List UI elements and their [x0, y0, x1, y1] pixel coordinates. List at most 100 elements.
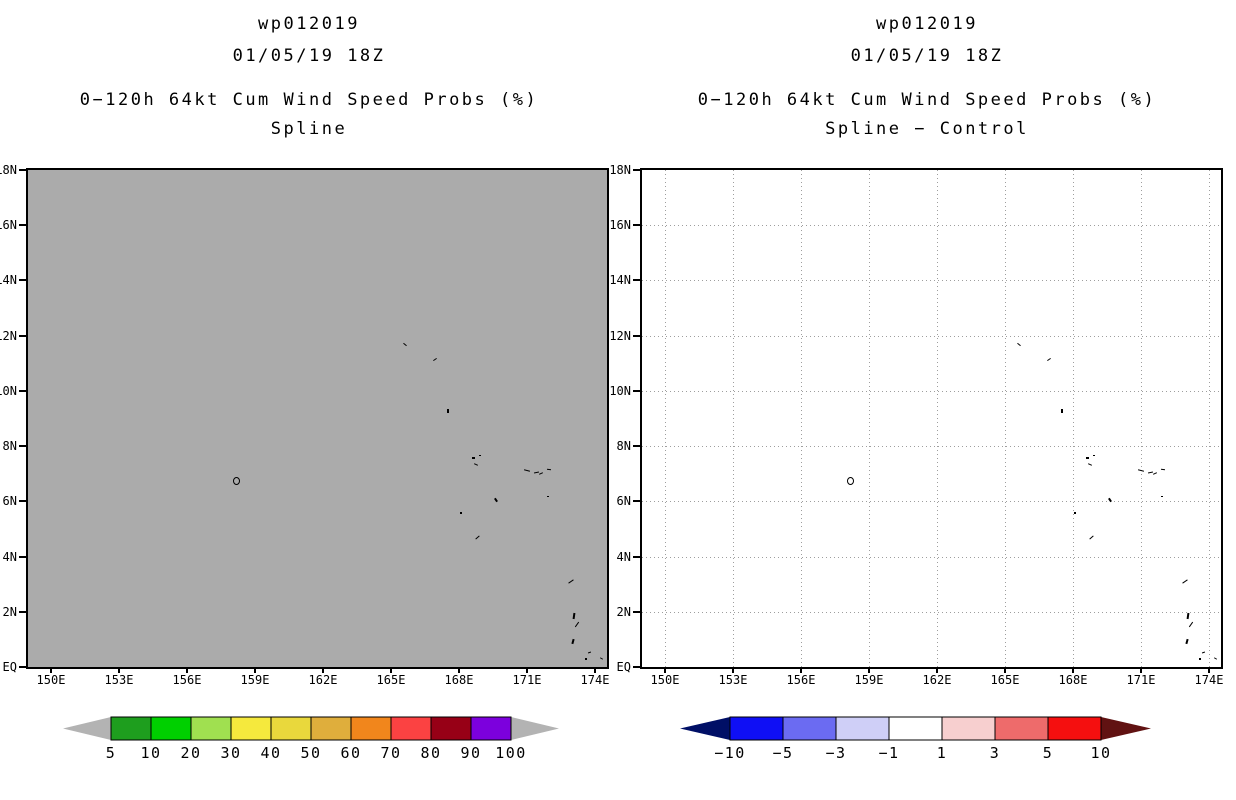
lon-tick-label: 153E [718, 673, 748, 687]
lon-tick [458, 669, 460, 673]
lat-tick-label: 2N [616, 604, 631, 619]
colorbar-tick-label: 40 [260, 744, 281, 762]
lat-tick-label: 4N [2, 549, 17, 564]
colorbar-svg: 5 10 20 30 40 50 60 70 80 90 100 [63, 716, 559, 762]
lat-tick [19, 666, 26, 668]
island-outline [447, 409, 450, 414]
lat-tick-label: 16N [609, 218, 631, 233]
lon-tick-label: 168E [1058, 673, 1088, 687]
storm-id: wp012019 [258, 14, 360, 34]
colorbar-segment [470, 716, 512, 741]
lon-tick [594, 669, 596, 673]
h-gridline [642, 556, 1221, 558]
v-gridline [1141, 170, 1142, 667]
lat-tick [633, 445, 640, 448]
lon-tick-label: 165E [376, 673, 406, 687]
colorbar-tick-label: −3 [825, 744, 846, 762]
v-gridline [665, 170, 666, 667]
island-outline [1160, 496, 1163, 498]
lat-tick-label: 6N [2, 494, 17, 509]
lat-tick-label: 18N [0, 163, 17, 177]
init-datetime: 01/05/19 18Z [232, 46, 386, 66]
h-gridline [642, 280, 1221, 282]
colorbar-segment [310, 716, 352, 741]
lon-tick-label: 150E [650, 673, 680, 687]
lat-tick [19, 555, 26, 558]
island-outline [472, 456, 476, 459]
lat-tick-label: 14N [609, 273, 631, 288]
lat-tick [633, 389, 640, 392]
colorbar-segment [110, 716, 152, 741]
colorbar-segment [994, 716, 1049, 741]
lon-tick-label: 156E [172, 673, 202, 687]
panel-spline-minus-control: wp012019 01/05/19 18Z 0−120h 64kt Cum Wi… [609, 0, 1236, 800]
island-outline [1073, 511, 1076, 514]
colorbar-tick-label: 5 [106, 744, 117, 762]
v-gridline [1005, 170, 1006, 667]
lat-tick [19, 610, 26, 613]
island-outline [574, 621, 580, 627]
lon-tick [800, 669, 802, 673]
lon-tick-label: 174E [1194, 673, 1224, 687]
lat-tick-label: 8N [616, 439, 631, 454]
island-outline [459, 511, 462, 514]
lon-tick [1004, 669, 1006, 673]
lat-tick-label: 6N [616, 494, 631, 509]
lat-tick [633, 169, 640, 171]
colorbar-tick-label: 1 [937, 744, 948, 762]
lat-tick-label: 18N [609, 163, 631, 177]
island-outline [1061, 409, 1064, 414]
product-title: 0−120h 64kt Cum Wind Speed Probs (%) [697, 90, 1157, 110]
lat-tick-label: 14N [0, 273, 17, 288]
island-outline [433, 357, 438, 361]
island-outline [1198, 658, 1201, 661]
lon-tick-label: 153E [104, 673, 134, 687]
colorbar-arrow-right [1101, 717, 1151, 740]
island-outline [546, 468, 551, 471]
colorbar-segment [190, 716, 232, 741]
lat-tick [19, 500, 26, 503]
colorbar-segment [835, 716, 890, 741]
island-outline [1017, 342, 1022, 347]
colorbar-segment [390, 716, 432, 741]
colorbar-segment [430, 716, 472, 741]
island-outline [1188, 621, 1194, 627]
colorbar-tick-label: 50 [300, 744, 321, 762]
lat-tick [633, 610, 640, 613]
colorbar-segment [888, 716, 943, 741]
colorbar-arrow-left [63, 717, 111, 740]
h-gridline [642, 225, 1221, 227]
colorbar-segment [350, 716, 392, 741]
lat-tick-label: 8N [2, 439, 17, 454]
v-gridline [869, 170, 870, 667]
island-outline [473, 463, 478, 467]
colorbar-tick-label: 5 [1043, 744, 1054, 762]
lon-tick-label: 156E [786, 673, 816, 687]
lat-tick [19, 279, 26, 282]
island-outline [1153, 472, 1158, 475]
lon-tick [526, 669, 528, 673]
island-outline [1047, 357, 1052, 361]
init-datetime: 01/05/19 18Z [850, 46, 1004, 66]
v-gridline [1073, 170, 1074, 667]
island-outline [475, 535, 480, 540]
lon-tick [1072, 669, 1074, 673]
island-outline [524, 469, 531, 472]
v-gridline [1209, 170, 1210, 667]
colorbar-tick-label: 80 [420, 744, 441, 762]
lon-tick [390, 669, 392, 673]
lat-tick [633, 279, 640, 282]
colorbar-tick-label: 70 [380, 744, 401, 762]
island-outline [568, 579, 574, 584]
lat-tick-label: 12N [0, 328, 17, 343]
island-outline [587, 651, 591, 654]
colorbar-segment [782, 716, 837, 741]
lon-tick-label: 171E [1126, 673, 1156, 687]
island-outline [546, 496, 549, 498]
colorbar-segment [230, 716, 272, 741]
island-outline [584, 658, 587, 661]
lon-tick [322, 669, 324, 673]
colorbar-segment [729, 716, 784, 741]
island-outline [1089, 535, 1094, 540]
h-gridline [642, 501, 1221, 503]
